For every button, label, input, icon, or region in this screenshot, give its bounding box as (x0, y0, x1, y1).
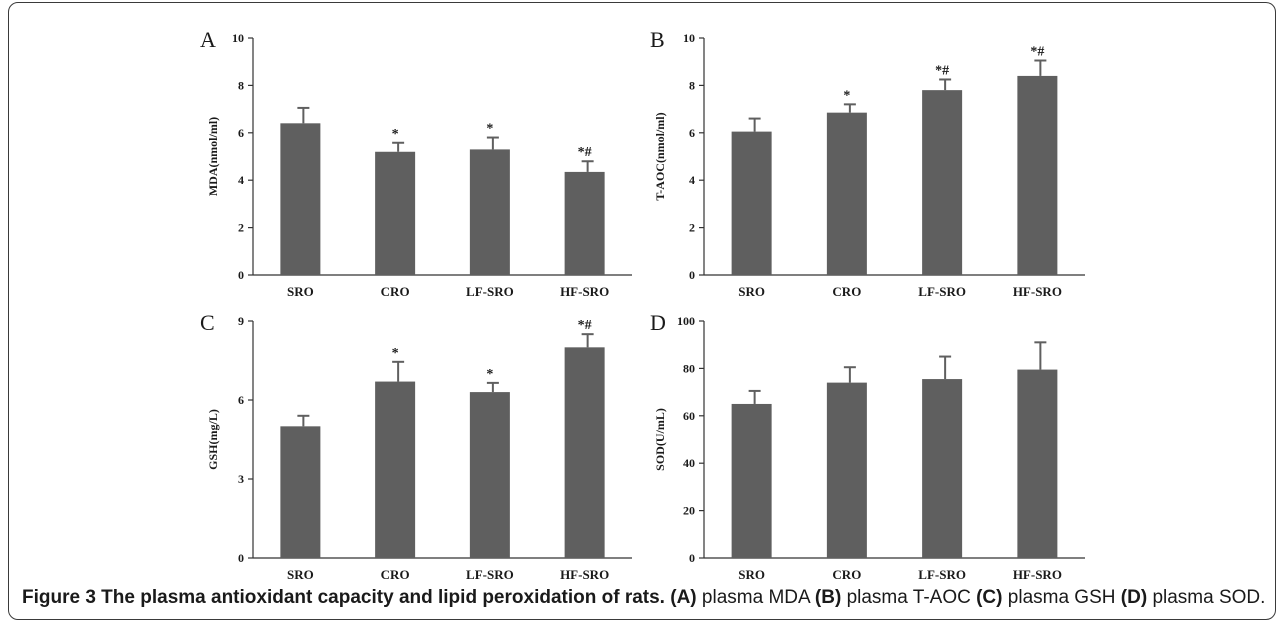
x-tick-label-c: LF-SRO (466, 567, 514, 582)
y-tick-label-a: 10 (232, 31, 244, 45)
caption-text-d: plasma SOD. (1152, 587, 1266, 608)
bar-c-lf-sro (469, 392, 510, 558)
bar-c-cro (375, 381, 416, 558)
y-tick-label-c: 6 (238, 393, 244, 407)
y-tick-label-d: 0 (689, 551, 695, 565)
y-tick-label-a: 4 (238, 173, 244, 187)
bar-b-cro (826, 112, 867, 275)
bar-c-hf-sro (564, 347, 605, 558)
significance-label-a-cro: * (392, 127, 399, 142)
bar-b-hf-sro (1017, 75, 1058, 275)
y-tick-label-a: 2 (238, 221, 244, 235)
bar-b-sro (731, 131, 772, 275)
caption-text-a: plasma MDA (701, 587, 810, 608)
x-tick-label-a: LF-SRO (466, 284, 514, 299)
caption-tag-c: (C) (976, 587, 1003, 608)
x-tick-label-d: CRO (832, 567, 861, 582)
y-tick-label-d: 80 (683, 361, 695, 375)
y-tick-label-c: 0 (238, 551, 244, 565)
y-tick-label-d: 40 (683, 456, 695, 470)
y-tick-label-b: 10 (683, 31, 695, 45)
bar-a-hf-sro (564, 171, 605, 275)
y-tick-label-c: 3 (238, 472, 244, 486)
x-tick-label-a: HF-SRO (560, 284, 609, 299)
bar-a-lf-sro (469, 149, 510, 275)
y-tick-label-b: 6 (689, 126, 695, 140)
y-tick-label-c: 9 (238, 314, 244, 328)
x-tick-label-a: CRO (381, 284, 410, 299)
x-tick-label-b: SRO (738, 284, 765, 299)
y-axis-label-d: SOD(U/mL) (653, 408, 667, 471)
significance-label-a-lf-sro: * (486, 122, 493, 137)
significance-label-b-hf-sro: *# (1030, 45, 1044, 60)
y-tick-label-a: 8 (238, 78, 244, 92)
y-tick-label-b: 4 (689, 173, 695, 187)
caption-text-c: plasma GSH (1007, 587, 1116, 608)
significance-label-b-cro: * (843, 88, 850, 103)
bar-d-cro (826, 382, 867, 558)
x-tick-label-b: HF-SRO (1013, 284, 1062, 299)
significance-label-a-hf-sro: *# (578, 145, 592, 160)
y-axis-label-c: GSH(mg/L) (206, 409, 220, 470)
y-tick-label-d: 100 (677, 314, 695, 328)
bar-d-lf-sro (922, 379, 963, 558)
caption-tag-a: (A) (670, 587, 697, 608)
y-tick-label-b: 8 (689, 78, 695, 92)
x-tick-label-c: HF-SRO (560, 567, 609, 582)
panel-letter-d: D (650, 310, 666, 335)
y-tick-label-b: 0 (689, 268, 695, 282)
figure-charts: A 0 2 4 6 8 10 MDA(nmol/ml) SRO * CRO * LF-SRO *# HF-S… (200, 27, 1085, 582)
y-tick-label-a: 6 (238, 126, 244, 140)
x-tick-label-c: CRO (381, 567, 410, 582)
y-axis-label-b: T-AOC(nmol/ml) (653, 112, 667, 200)
x-tick-label-d: SRO (738, 567, 765, 582)
bar-a-cro (375, 151, 416, 275)
panel-letter-a: A (200, 27, 216, 52)
y-axis-label-a: MDA(nmol/ml) (206, 117, 220, 196)
panel-letter-c: C (200, 310, 215, 335)
figure-frame (8, 2, 1276, 620)
y-tick-label-d: 60 (683, 409, 695, 423)
caption-text-b: plasma T-AOC (846, 587, 971, 608)
x-tick-label-c: SRO (287, 567, 314, 582)
caption-tag-b: (B) (814, 587, 842, 608)
x-tick-label-a: SRO (287, 284, 314, 299)
x-tick-label-d: LF-SRO (918, 567, 966, 582)
significance-label-c-lf-sro: * (486, 367, 493, 382)
panel-letter-b: B (650, 27, 665, 52)
bar-a-sro (280, 123, 321, 275)
bar-b-lf-sro (922, 90, 963, 275)
significance-label-b-lf-sro: *# (935, 63, 949, 78)
y-tick-label-a: 0 (238, 268, 244, 282)
figure-caption: Figure 3 The plasma antioxidant capacity… (22, 587, 1272, 609)
y-tick-label-d: 20 (683, 504, 695, 518)
x-tick-label-d: HF-SRO (1013, 567, 1062, 582)
caption-tag-d: (D) (1120, 587, 1148, 608)
bar-d-sro (731, 403, 772, 558)
x-tick-label-b: CRO (832, 284, 861, 299)
bar-c-sro (280, 426, 321, 558)
y-tick-label-b: 2 (689, 221, 695, 235)
significance-label-c-cro: * (392, 346, 399, 361)
significance-label-c-hf-sro: *# (578, 318, 592, 333)
bar-d-hf-sro (1017, 369, 1058, 558)
caption-title: Figure 3 The plasma antioxidant capacity… (22, 587, 665, 608)
x-tick-label-b: LF-SRO (918, 284, 966, 299)
